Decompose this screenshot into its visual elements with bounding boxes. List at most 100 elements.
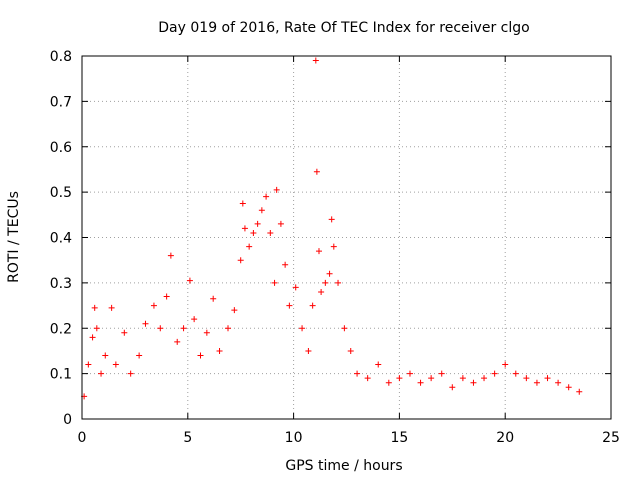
data-point: [216, 347, 223, 354]
data-point: [417, 379, 424, 386]
data-point: [186, 277, 193, 284]
data-point: [309, 302, 316, 309]
data-point: [85, 361, 92, 368]
data-point: [157, 325, 164, 332]
x-tick-label: 15: [390, 430, 408, 446]
data-point: [263, 193, 270, 200]
x-tick-label: 0: [78, 430, 87, 446]
data-point: [258, 207, 265, 214]
data-point: [271, 279, 278, 286]
data-point: [174, 338, 181, 345]
data-point: [375, 361, 382, 368]
data-point: [203, 329, 210, 336]
data-point: [282, 261, 289, 268]
data-point: [335, 279, 342, 286]
data-point: [326, 270, 333, 277]
data-point: [121, 329, 128, 336]
data-point: [313, 168, 320, 175]
data-point: [322, 279, 329, 286]
x-tick-label: 25: [602, 430, 620, 446]
data-point: [273, 186, 280, 193]
y-tick-label: 0.2: [50, 321, 72, 337]
data-point: [150, 302, 157, 309]
data-point: [312, 57, 319, 64]
data-point: [225, 325, 232, 332]
data-point: [347, 347, 354, 354]
data-point: [136, 352, 143, 359]
data-point: [459, 375, 466, 382]
y-axis-label: ROTI / TECUs: [6, 191, 22, 283]
data-point: [93, 325, 100, 332]
y-tick-label: 0: [63, 412, 72, 428]
data-point: [254, 220, 261, 227]
chart-title: Day 019 of 2016, Rate Of TEC Index for r…: [158, 20, 529, 36]
data-point: [112, 361, 119, 368]
grid-lines: [82, 56, 611, 419]
data-point: [555, 379, 562, 386]
data-point: [127, 370, 134, 377]
data-point: [142, 320, 149, 327]
data-point: [565, 384, 572, 391]
x-axis-label: GPS time / hours: [285, 458, 402, 474]
data-point: [180, 325, 187, 332]
data-point: [523, 375, 530, 382]
data-point: [191, 316, 198, 323]
x-tick-label: 20: [496, 430, 514, 446]
data-point: [438, 370, 445, 377]
data-points: [81, 57, 583, 400]
y-tick-label: 0.1: [50, 367, 72, 383]
data-point: [277, 220, 284, 227]
data-point: [250, 229, 257, 236]
data-point: [544, 375, 551, 382]
y-tick-label: 0.6: [50, 140, 72, 156]
data-point: [481, 375, 488, 382]
data-point: [428, 375, 435, 382]
data-point: [286, 302, 293, 309]
data-point: [98, 370, 105, 377]
data-point: [231, 307, 238, 314]
data-point: [491, 370, 498, 377]
data-point: [299, 325, 306, 332]
data-point: [89, 334, 96, 341]
y-tick-label: 0.5: [50, 185, 72, 201]
data-point: [210, 295, 217, 302]
data-point: [267, 229, 274, 236]
data-point: [241, 225, 248, 232]
data-point: [318, 288, 325, 295]
data-point: [576, 388, 583, 395]
data-point: [91, 304, 98, 311]
data-point: [197, 352, 204, 359]
data-point: [328, 216, 335, 223]
data-point: [470, 379, 477, 386]
data-point: [449, 384, 456, 391]
data-point: [330, 243, 337, 250]
data-point: [102, 352, 109, 359]
data-point: [167, 252, 174, 259]
data-point: [163, 293, 170, 300]
x-tick-label: 10: [285, 430, 303, 446]
data-point: [533, 379, 540, 386]
data-point: [406, 370, 413, 377]
data-point: [315, 248, 322, 255]
y-tick-label: 0.3: [50, 276, 72, 292]
data-point: [239, 200, 246, 207]
data-point: [512, 370, 519, 377]
y-tick-label: 0.8: [50, 49, 72, 65]
data-point: [108, 304, 115, 311]
data-point: [502, 361, 509, 368]
data-point: [396, 375, 403, 382]
data-point: [364, 375, 371, 382]
data-point: [305, 347, 312, 354]
y-tick-label: 0.4: [50, 231, 72, 247]
data-point: [341, 325, 348, 332]
data-point: [246, 243, 253, 250]
data-point: [385, 379, 392, 386]
data-point: [292, 284, 299, 291]
data-point: [237, 257, 244, 264]
axis-ticks: [81, 55, 612, 420]
x-tick-label: 5: [183, 430, 192, 446]
data-point: [354, 370, 361, 377]
y-tick-label: 0.7: [50, 94, 72, 110]
